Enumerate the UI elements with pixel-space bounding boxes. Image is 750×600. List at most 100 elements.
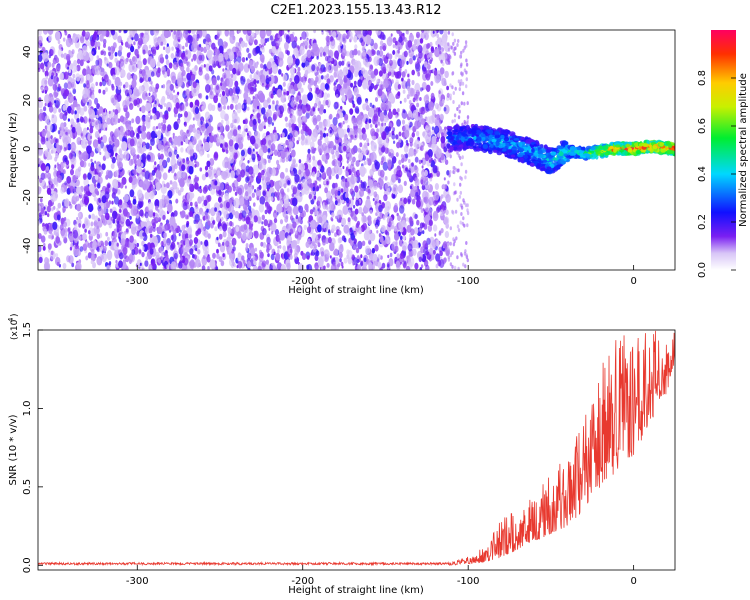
noise-blob [141, 171, 145, 178]
noise-blob [403, 109, 406, 114]
noise-blob [365, 104, 370, 112]
noise-blob [365, 118, 368, 123]
noise-blob [421, 118, 426, 126]
noise-blob [387, 111, 393, 120]
noise-blob [60, 186, 65, 194]
noise-blob [119, 134, 123, 140]
noise-blob [375, 30, 382, 36]
noise-blob [316, 213, 323, 224]
noise-blob [149, 58, 156, 68]
noise-blob [370, 141, 377, 152]
noise-blob [180, 113, 183, 118]
noise-blob [212, 168, 217, 174]
noise-blob [166, 157, 171, 163]
noise-blob [128, 203, 133, 209]
noise-blob [96, 166, 101, 173]
noise-blob [53, 75, 59, 84]
noise-blob [412, 55, 416, 61]
noise-blob [391, 133, 396, 140]
noise-blob [398, 137, 402, 144]
noise-blob [361, 112, 364, 116]
noise-blob [177, 190, 182, 196]
noise-blob [203, 64, 206, 68]
noise-blob [310, 131, 318, 143]
noise-blob [318, 93, 322, 99]
noise-blob [233, 263, 236, 268]
noise-blob [337, 199, 341, 204]
noise-blob [82, 160, 87, 168]
noise-blob [443, 107, 447, 112]
noise-blob [249, 74, 253, 79]
noise-blob [136, 242, 139, 248]
noise-blob [331, 203, 336, 212]
noise-blob [387, 264, 390, 268]
noise-blob [112, 114, 119, 125]
noise-blob [332, 31, 337, 38]
noise-blob [189, 210, 193, 217]
noise-blob [159, 104, 163, 110]
noise-blob [72, 100, 78, 108]
noise-blob [176, 47, 180, 54]
noise-blob [404, 69, 408, 74]
noise-blob [74, 168, 81, 178]
noise-blob [397, 215, 401, 222]
noise-blob [228, 248, 232, 254]
noise-blob [121, 141, 128, 152]
noise-blob [415, 54, 418, 58]
noise-blob [407, 73, 410, 78]
noise-blob [307, 148, 311, 154]
noise-blob [45, 262, 51, 270]
noise-blob [434, 102, 439, 110]
noise-blob [123, 131, 128, 138]
noise-blob [201, 211, 205, 217]
noise-blob [68, 233, 74, 242]
noise-blob [175, 30, 183, 40]
noise-blob [199, 151, 203, 157]
noise-blob [79, 36, 85, 44]
noise-blob [178, 156, 181, 162]
noise-blob [269, 206, 273, 212]
noise-blob [101, 254, 104, 260]
noise-blob [253, 79, 257, 85]
noise-blob [150, 258, 154, 264]
noise-blob [157, 152, 161, 158]
noise-blob [75, 179, 80, 187]
noise-blob [425, 125, 429, 131]
noise-blob [429, 59, 432, 64]
noise-blob [216, 136, 221, 143]
noise-blob [237, 187, 243, 196]
noise-blob [109, 208, 113, 213]
noise-blob [362, 215, 367, 223]
noise-blob [46, 131, 51, 138]
noise-blob [341, 176, 346, 183]
noise-blob [150, 115, 153, 120]
noise-blob [376, 78, 380, 85]
noise-blob [424, 61, 428, 68]
noise-blob [415, 130, 420, 137]
noise-blob [225, 119, 230, 126]
noise-blob [225, 87, 229, 94]
noise-blob [372, 253, 378, 262]
noise-blob [314, 180, 318, 186]
noise-blob [120, 69, 126, 78]
noise-blob [258, 203, 265, 213]
noise-blob [165, 242, 171, 251]
noise-blob [329, 129, 332, 134]
noise-blob [356, 96, 362, 105]
noise-blob [249, 157, 253, 163]
noise-blob [362, 181, 367, 188]
noise-blob [163, 30, 170, 39]
noise-blob [375, 224, 379, 229]
noise-blob [162, 137, 167, 144]
noise-blob [45, 75, 48, 80]
noise-blob [312, 186, 316, 192]
noise-blob [367, 142, 370, 147]
noise-blob [157, 140, 163, 150]
noise-blob [88, 214, 91, 219]
noise-blob [222, 41, 228, 49]
noise-blob [60, 53, 64, 58]
noise-blob [289, 33, 295, 43]
noise-blob [88, 118, 91, 122]
noise-blob [284, 210, 287, 215]
noise-blob [441, 77, 447, 87]
